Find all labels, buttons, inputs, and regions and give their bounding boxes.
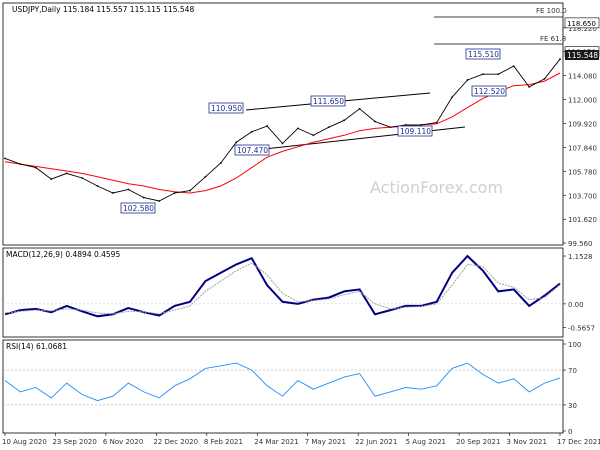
annotation-110950: 110.950 [208, 102, 244, 114]
x-tick-label: 22 Dec 2020 [153, 438, 198, 446]
x-tick-label: 3 Nov 2021 [507, 438, 547, 446]
price-tick-label: 114.080 [568, 73, 597, 81]
macd-tick-label: 0.00 [568, 301, 584, 309]
price-line [4, 58, 561, 202]
x-axis: 10 Aug 2020 23 Sep 2020 6 Nov 2020 22 Dec 2… [2, 433, 600, 446]
rsi-title: RSI(14) 61.0681 [6, 342, 67, 351]
rsi-axis: 100 70 30 0 [563, 341, 581, 436]
annotation-109110: 109.110 [397, 125, 433, 137]
price-tick-label: 99.560 [568, 240, 593, 248]
fe-level-value: 118.650 [567, 20, 596, 28]
price-tick-label: 109.920 [568, 121, 597, 129]
macd-panel [2, 247, 564, 338]
price-tick-label: 118.220 [568, 25, 597, 33]
annotation-112520: 112.520 [471, 85, 507, 97]
macd-tick-label: 1.1528 [568, 253, 593, 261]
price-tick-label: 103.700 [568, 192, 597, 200]
svg-text:112.520: 112.520 [474, 87, 505, 96]
last-price-tag: 115.548 [565, 50, 599, 60]
rsi-grid [3, 369, 563, 406]
fe618-label: FE 61.8 [540, 35, 566, 43]
rsi-tick-label: 70 [568, 367, 577, 375]
watermark: ActionForex.com [370, 178, 503, 197]
rsi-panel [2, 339, 564, 434]
annotation-115510: 115.510 [465, 48, 501, 60]
annotation-111650: 111.650 [310, 95, 346, 107]
x-tick-label: 7 May 2021 [305, 438, 346, 446]
x-tick-label: 6 Nov 2020 [103, 438, 143, 446]
macd-signal-line [4, 262, 561, 315]
svg-text:111.650: 111.650 [313, 97, 344, 106]
annotation-107470: 107.470 [234, 144, 270, 156]
x-tick-label: 20 Sep 2021 [456, 438, 500, 446]
rsi-line [4, 362, 561, 402]
annotation-102580: 102.580 [120, 202, 156, 214]
ohlc-values: 115.184 115.557 115.115 115.548 [63, 5, 194, 14]
svg-text:115.548: 115.548 [567, 51, 598, 60]
macd-axis: 1.1528 0.00 -0.5657 [563, 253, 595, 332]
rsi-tick-label: 100 [568, 341, 581, 349]
x-tick-label: 8 Feb 2021 [204, 438, 243, 446]
price-tick-label: 112.000 [568, 97, 597, 105]
x-tick-label: 24 Mar 2021 [254, 438, 298, 446]
macd-tick-label: -0.5657 [568, 324, 595, 332]
rsi-tick-label: 30 [568, 402, 577, 410]
fe-level-box [564, 17, 600, 29]
svg-text:102.580: 102.580 [123, 204, 154, 213]
macd-title: MACD(12,26,9) 0.4894 0.4595 [6, 250, 120, 259]
price-tick-label: 101.620 [568, 216, 597, 224]
symbol-title: USDJPY,Daily [12, 5, 61, 14]
svg-text:115.510: 115.510 [468, 50, 499, 59]
svg-text:110.950: 110.950 [211, 104, 242, 113]
price-tick-label: 105.780 [568, 168, 597, 176]
fe-level-tag: 118.650 [564, 17, 600, 29]
x-tick-label: 22 Jun 2021 [355, 438, 397, 446]
svg-text:107.470: 107.470 [237, 146, 268, 155]
x-tick-label: 17 Dec 2021 [557, 438, 600, 446]
svg-text:109.110: 109.110 [400, 127, 431, 136]
price-tick-label: 107.840 [568, 145, 597, 153]
rsi-tick-label: 0 [568, 428, 572, 436]
x-tick-label: 10 Aug 2020 [2, 438, 47, 446]
macd-line [4, 254, 561, 318]
price-panel [2, 2, 564, 246]
x-tick-label: 23 Sep 2020 [52, 438, 96, 446]
moving-average-line [4, 72, 561, 194]
x-tick-label: 5 Aug 2021 [406, 438, 446, 446]
fe100-label: FE 100.0 [536, 7, 567, 15]
